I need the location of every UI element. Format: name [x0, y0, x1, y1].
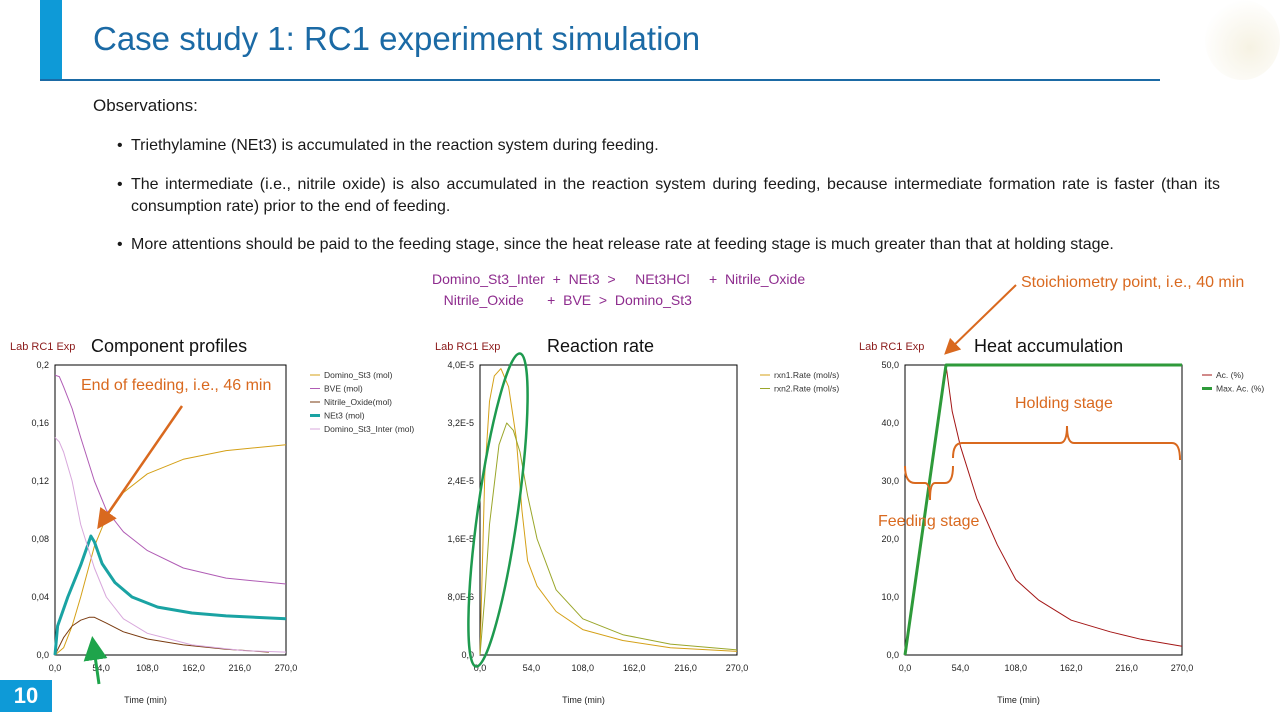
series-line [53, 534, 287, 656]
legend-label: Ac. (%) [1216, 370, 1244, 380]
bullet-icon: • [117, 236, 123, 253]
x-tick-label: 0,0 [49, 663, 62, 673]
source-label: Lab RC1 Exp [859, 341, 925, 353]
annotation-feeding-stage: Feeding stage [878, 513, 980, 530]
legend-label: Max. Ac. (%) [1216, 384, 1264, 394]
bullet-item: • Triethylamine (NEt3) is accumulated in… [117, 135, 1220, 157]
bullet-icon: • [117, 137, 123, 154]
source-label: Lab RC1 Exp [435, 341, 501, 353]
x-tick-label: 270,0 [726, 663, 749, 673]
legend-label: Domino_St3 (mol) [324, 370, 393, 380]
x-tick-label: 108,0 [572, 663, 595, 673]
x-tick-label: 162,0 [1060, 663, 1083, 673]
series-line [479, 368, 738, 656]
x-axis-label: Time (min) [562, 695, 605, 705]
y-tick-label: 0,16 [31, 418, 49, 428]
y-tick-label: 3,2E-5 [447, 418, 474, 428]
legend-label: BVE (mol) [324, 384, 363, 394]
y-tick-label: 0,0 [461, 650, 474, 660]
chart-2: 0,0 54,0 108,0 162,0 216,0 270,0 0,0 10,0 20,0 30… [881, 360, 1264, 705]
x-tick-label: 162,0 [182, 663, 205, 673]
y-tick-label: 0,08 [31, 534, 49, 544]
y-tick-label: 50,0 [881, 360, 899, 370]
plot-area [904, 364, 1183, 656]
nitrile-oxide-arrow-icon [83, 636, 108, 685]
y-tick-label: 0,04 [31, 592, 49, 602]
x-tick-label: 216,0 [674, 663, 697, 673]
y-tick-label: 1,6E-5 [447, 534, 474, 544]
y-tick-label: 2,4E-5 [447, 476, 474, 486]
end-of-feeding-arrow-icon [97, 405, 184, 530]
page-number: 10 [0, 680, 52, 712]
legend-label: rxn2.Rate (mol/s) [774, 384, 839, 394]
series-line [54, 437, 287, 653]
legend-label: Nitrile_Oxide(mol) [324, 397, 392, 407]
x-tick-label: 54,0 [952, 663, 970, 673]
series-line [904, 364, 1183, 656]
plot-area [479, 364, 738, 656]
x-axis-label: Time (min) [124, 695, 167, 705]
y-tick-label: 40,0 [881, 418, 899, 428]
y-tick-label: 0,0 [36, 650, 49, 660]
chart-title: Reaction rate [547, 336, 655, 356]
accent-bar [40, 0, 62, 80]
x-tick-label: 54,0 [92, 663, 110, 673]
equation-1: Domino_St3_Inter + NEt3 > NEt3HCl + Nitr… [432, 271, 806, 287]
x-tick-label: 54,0 [523, 663, 541, 673]
y-tick-label: 0,0 [886, 650, 899, 660]
title-divider [40, 79, 1160, 81]
x-tick-label: 108,0 [1005, 663, 1028, 673]
series-line [54, 616, 269, 656]
bullet-item: • More attentions should be paid to the … [117, 234, 1220, 256]
chart-title: Heat accumulation [974, 336, 1124, 356]
annotation-holding-stage: Holding stage [1015, 395, 1113, 412]
equation-2: Nitrile_Oxide + BVE > Domino_St3 [432, 292, 692, 308]
y-tick-label: 0,12 [31, 476, 49, 486]
x-tick-label: 270,0 [1171, 663, 1194, 673]
reaction-equations: Domino_St3_Inter + NEt3 > NEt3HCl + Nitr… [432, 269, 805, 311]
legend-label: rxn1.Rate (mol/s) [774, 370, 839, 380]
plot-area [54, 364, 287, 656]
series-line [903, 363, 1182, 656]
x-tick-label: 108,0 [136, 663, 159, 673]
x-tick-label: 270,0 [275, 663, 298, 673]
y-tick-label: 30,0 [881, 476, 899, 486]
y-tick-label: 20,0 [881, 534, 899, 544]
slide-title: Case study 1: RC1 experiment simulation [93, 20, 701, 57]
series-line [54, 374, 287, 585]
bullet-icon: • [117, 176, 123, 193]
x-tick-label: 0,0 [899, 663, 912, 673]
x-axis-label: Time (min) [997, 695, 1040, 705]
chart-1: 0,0 54,0 108,0 162,0 216,0 270,0 0,0 8,0E-6 1,6E… [447, 360, 839, 705]
observations-heading: Observations: [93, 96, 198, 115]
feeding-region-ellipse [467, 352, 529, 668]
x-tick-label: 216,0 [1115, 663, 1138, 673]
x-tick-label: 162,0 [623, 663, 646, 673]
y-tick-label: 8,0E-6 [447, 592, 474, 602]
webcam-avatar [1205, 0, 1280, 80]
annotation-end-of-feeding: End of feeding, i.e., 46 min [81, 377, 272, 394]
bullet-text: More attentions should be paid to the fe… [131, 236, 1114, 253]
chart-title: Component profiles [91, 336, 248, 356]
legend-label: NEt3 (mol) [324, 411, 365, 421]
holding-stage-brace-icon [952, 425, 1181, 461]
legend-label: Domino_St3_Inter (mol) [324, 424, 414, 434]
y-tick-label: 4,0E-5 [447, 360, 474, 370]
x-tick-label: 0,0 [474, 663, 487, 673]
stoichiometry-arrow-icon [944, 284, 1017, 355]
annotation-stoichiometry-point: Stoichiometry point, i.e., 40 min [1021, 274, 1245, 291]
bullet-text: The intermediate (i.e., nitrile oxide) i… [131, 176, 1220, 215]
source-label: Lab RC1 Exp [10, 341, 76, 353]
y-tick-label: 0,2 [36, 360, 49, 370]
chart-0: 0,0 54,0 108,0 162,0 216,0 270,0 0,0 0,04 0,08 0,… [31, 360, 414, 705]
bullet-text: Triethylamine (NEt3) is accumulated in t… [131, 137, 659, 154]
y-tick-label: 10,0 [881, 592, 899, 602]
bullet-item: • The intermediate (i.e., nitrile oxide)… [117, 174, 1220, 218]
x-tick-label: 216,0 [229, 663, 252, 673]
feeding-stage-brace-icon [904, 465, 954, 501]
